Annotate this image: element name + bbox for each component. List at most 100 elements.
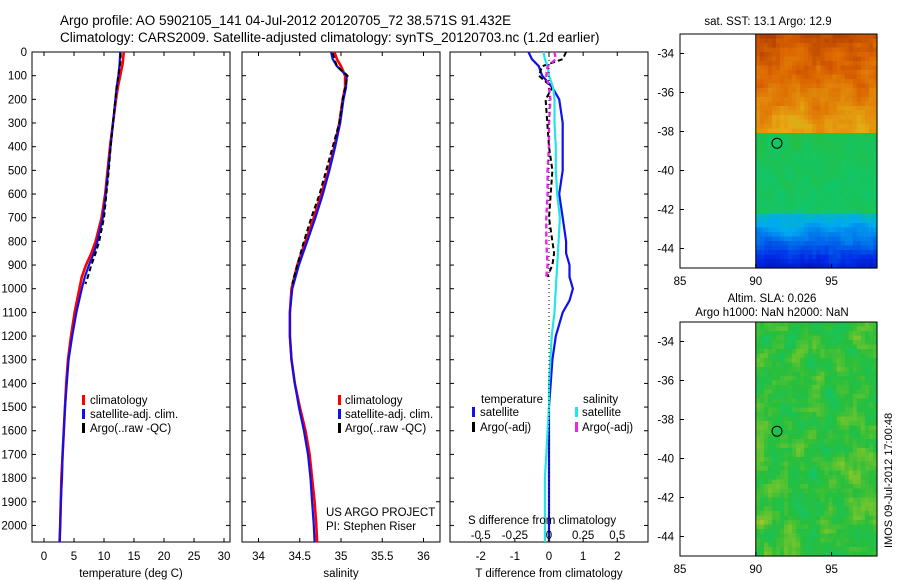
map-cell <box>771 394 777 400</box>
map-cell <box>844 448 850 454</box>
map-cell <box>804 250 809 256</box>
s-diff-tick-label: -0.5 <box>471 530 491 542</box>
depth-tick-label: 0 <box>21 47 27 59</box>
map-cell <box>873 133 878 139</box>
map-cell <box>852 97 858 103</box>
map-cell <box>852 65 858 71</box>
map-cell <box>824 236 830 242</box>
map-cell <box>844 182 850 188</box>
map-cell <box>771 389 777 395</box>
map-cell <box>860 502 866 508</box>
map-cell <box>763 412 769 418</box>
map-cell <box>816 443 821 449</box>
map-cell <box>848 65 854 71</box>
map-cell <box>832 38 838 44</box>
map-cell <box>780 259 785 265</box>
map-cell <box>856 74 862 80</box>
map-cell <box>860 254 866 260</box>
map-cell <box>848 227 854 233</box>
map-cell <box>844 506 850 512</box>
map-cell <box>812 254 817 260</box>
map-cell <box>763 191 769 197</box>
map-cell <box>804 403 809 409</box>
map-cell <box>804 214 809 220</box>
map-cell <box>864 340 870 346</box>
map-cell <box>816 385 821 391</box>
map-cell <box>767 520 773 526</box>
map-cell <box>840 79 846 85</box>
map-cell <box>844 70 850 76</box>
map-cell <box>824 430 830 436</box>
map-cell <box>788 502 793 508</box>
map-cell <box>808 520 813 526</box>
map-cell <box>868 466 874 472</box>
map-cell <box>860 110 866 116</box>
map-cell <box>816 380 821 386</box>
map-cell <box>844 254 850 260</box>
map-cell <box>832 205 838 211</box>
map-cell <box>832 182 838 188</box>
map-cell <box>860 425 866 431</box>
map-cell <box>820 137 825 143</box>
map-cell <box>784 218 789 224</box>
map-cell <box>804 227 809 233</box>
map-cell <box>816 146 821 152</box>
legend-swatch-temp-argo <box>472 422 475 432</box>
map-cell <box>832 178 838 184</box>
map-cell <box>812 502 817 508</box>
map-cell <box>780 493 785 499</box>
map-cell <box>792 520 797 526</box>
map-cell <box>796 403 801 409</box>
map-cell <box>860 218 866 224</box>
map-cell <box>864 335 870 341</box>
map-cell <box>873 88 878 94</box>
map-cell <box>804 551 809 557</box>
map-cell <box>832 92 838 98</box>
x-tick-label: 34 <box>252 551 265 563</box>
map-cell <box>840 380 846 386</box>
map-cell <box>816 326 821 332</box>
map-cell <box>844 205 850 211</box>
map-cell <box>771 443 777 449</box>
map-cell <box>824 448 830 454</box>
map-cell <box>824 142 830 148</box>
map-cell <box>873 398 878 404</box>
map-cell <box>844 358 850 364</box>
map-cell <box>852 340 858 346</box>
map-cell <box>820 209 825 215</box>
map-lat-label: -36 <box>657 88 674 100</box>
map-cell <box>860 529 866 535</box>
map-cell <box>832 493 838 499</box>
map-cell <box>812 137 817 143</box>
map-cell <box>832 389 838 395</box>
map-cell <box>816 56 821 62</box>
map-cell <box>852 493 858 499</box>
map-cell <box>836 47 842 53</box>
map-cell <box>812 439 817 445</box>
map-cell <box>860 416 866 422</box>
map-cell <box>763 70 769 76</box>
map-cell <box>767 524 773 530</box>
map-cell <box>780 106 785 112</box>
map-cell <box>873 200 878 206</box>
map-cell <box>776 133 781 139</box>
map-cell <box>868 106 874 112</box>
map-cell <box>840 119 846 125</box>
map-cell <box>812 367 817 373</box>
map-cell <box>776 385 781 391</box>
map-cell <box>771 74 777 80</box>
map-cell <box>816 493 821 499</box>
map-cell <box>767 205 773 211</box>
map-cell <box>873 335 878 341</box>
map-cell <box>852 83 858 89</box>
map-cell <box>808 322 813 328</box>
map-cell <box>824 479 830 485</box>
map-cell <box>780 421 785 427</box>
map-cell <box>856 497 862 503</box>
map-cell <box>796 65 801 71</box>
map-cell <box>824 515 830 521</box>
map-cell <box>800 425 805 431</box>
map-cell <box>788 97 793 103</box>
map-cell <box>784 263 789 269</box>
map-cell <box>759 241 765 247</box>
